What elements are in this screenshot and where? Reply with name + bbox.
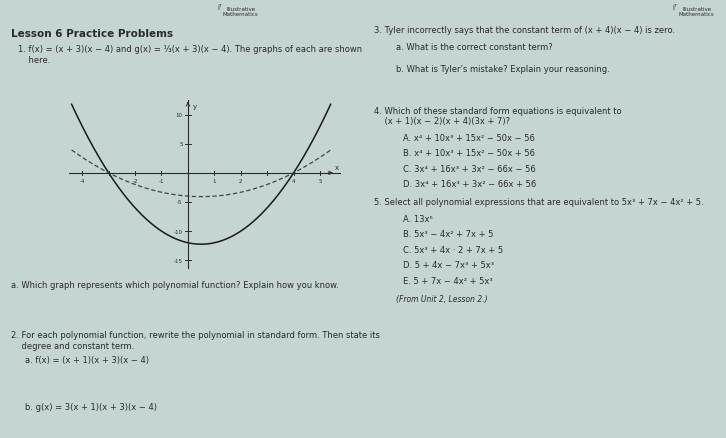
- Text: y: y: [192, 104, 197, 110]
- Text: 5: 5: [318, 179, 322, 184]
- Text: D. 3x⁴ + 16x³ + 3x² − 66x + 56: D. 3x⁴ + 16x³ + 3x² − 66x + 56: [404, 180, 537, 189]
- Text: x: x: [335, 165, 339, 171]
- Text: -10: -10: [174, 229, 183, 234]
- Text: 1: 1: [213, 179, 216, 184]
- Text: 4: 4: [292, 179, 295, 184]
- Text: 5: 5: [179, 142, 183, 147]
- Text: Lesson 6 Practice Problems: Lesson 6 Practice Problems: [11, 28, 173, 39]
- Text: 5. Select all polynomial expressions that are equivalent to 5x³ + 7x − 4x² + 5.: 5. Select all polynomial expressions tha…: [374, 198, 703, 207]
- Text: -2: -2: [132, 179, 138, 184]
- Text: A. x⁴ + 10x³ + 15x² − 50x − 56: A. x⁴ + 10x³ + 15x² − 50x − 56: [404, 134, 535, 143]
- Text: -5: -5: [177, 200, 183, 205]
- Text: A. 13x⁵: A. 13x⁵: [404, 215, 433, 224]
- Text: iᵀ: iᵀ: [217, 5, 221, 11]
- Text: -15: -15: [174, 258, 183, 263]
- Text: 2: 2: [239, 179, 242, 184]
- Text: -1: -1: [159, 179, 164, 184]
- Text: 10: 10: [176, 113, 183, 118]
- Text: 4. Which of these standard form equations is equivalent to: 4. Which of these standard form equation…: [374, 106, 621, 116]
- Text: E. 5 + 7x − 4x² + 5x³: E. 5 + 7x − 4x² + 5x³: [404, 276, 493, 285]
- Text: iᵀ: iᵀ: [672, 5, 677, 11]
- Text: B. x⁴ + 10x³ + 15x² − 50x + 56: B. x⁴ + 10x³ + 15x² − 50x + 56: [404, 149, 535, 158]
- Text: a. f(x) = (x + 1)(x + 3)(x − 4): a. f(x) = (x + 1)(x + 3)(x − 4): [25, 355, 149, 364]
- Text: Illustrative
Mathematics: Illustrative Mathematics: [679, 7, 714, 18]
- Text: here.: here.: [18, 56, 50, 65]
- Text: -4: -4: [79, 179, 85, 184]
- Text: degree and constant term.: degree and constant term.: [11, 341, 134, 350]
- Text: 2. For each polynomial function, rewrite the polynomial in standard form. Then s: 2. For each polynomial function, rewrite…: [11, 331, 380, 340]
- Text: b. g(x) = 3(x + 1)(x + 3)(x − 4): b. g(x) = 3(x + 1)(x + 3)(x − 4): [25, 402, 157, 411]
- Text: a. Which graph represents which polynomial function? Explain how you know.: a. Which graph represents which polynomi…: [11, 280, 338, 290]
- Text: Illustrative
Mathematics: Illustrative Mathematics: [223, 7, 258, 18]
- Text: 3. Tyler incorrectly says that the constant term of (x + 4)(x − 4) is zero.: 3. Tyler incorrectly says that the const…: [374, 26, 675, 35]
- Text: C. 3x⁴ + 16x³ + 3x² − 66x − 56: C. 3x⁴ + 16x³ + 3x² − 66x − 56: [404, 164, 536, 173]
- Text: D. 5 + 4x − 7x³ + 5x³: D. 5 + 4x − 7x³ + 5x³: [404, 261, 494, 270]
- Text: (x + 1)(x − 2)(x + 4)(3x + 7)?: (x + 1)(x − 2)(x + 4)(3x + 7)?: [374, 117, 510, 126]
- Text: 1. f(x) = (x + 3)(x − 4) and g(x) = ⅓(x + 3)(x − 4). The graphs of each are show: 1. f(x) = (x + 3)(x − 4) and g(x) = ⅓(x …: [18, 45, 362, 54]
- Text: B. 5x³ − 4x² + 7x + 5: B. 5x³ − 4x² + 7x + 5: [404, 230, 494, 239]
- Text: C. 5x³ + 4x · 2 + 7x + 5: C. 5x³ + 4x · 2 + 7x + 5: [404, 245, 504, 254]
- Text: a. What is the correct constant term?: a. What is the correct constant term?: [396, 42, 552, 52]
- Text: (From Unit 2, Lesson 2.): (From Unit 2, Lesson 2.): [396, 295, 488, 304]
- Text: b. What is Tyler’s mistake? Explain your reasoning.: b. What is Tyler’s mistake? Explain your…: [396, 64, 610, 74]
